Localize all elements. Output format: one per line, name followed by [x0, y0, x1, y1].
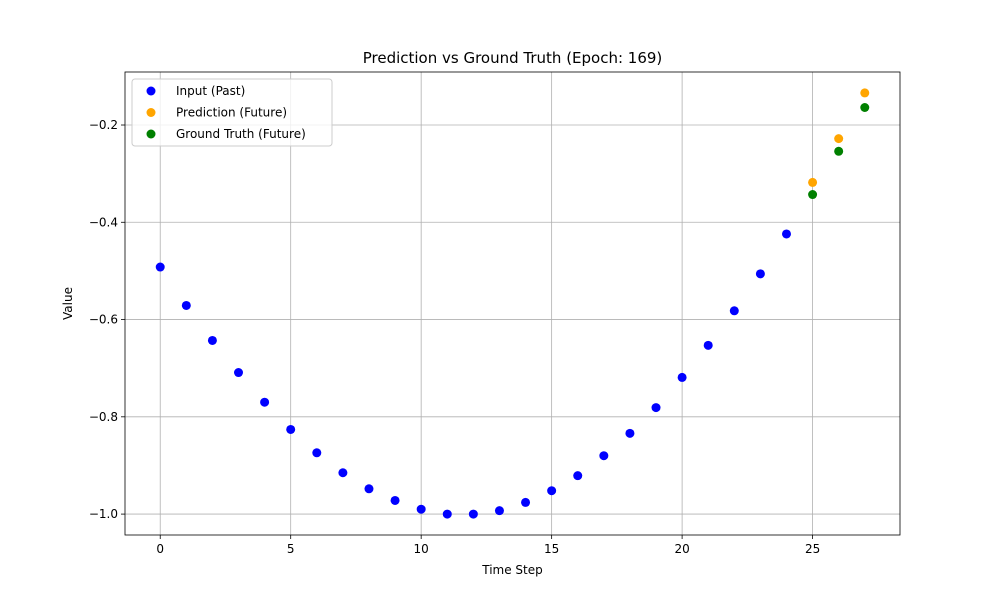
- point-input-past: [442, 509, 452, 519]
- point-input-past: [416, 504, 426, 514]
- x-tick-label: 15: [544, 542, 559, 556]
- point-input-past: [625, 428, 635, 438]
- axis-ticks: 0 5 10 15 20 25 −1.0 −0.8 −0.6 −0.4 −0.2: [89, 118, 820, 556]
- legend-label-ground-truth-future: Ground Truth (Future): [176, 127, 306, 141]
- point-input-past: [781, 229, 791, 239]
- legend-marker-prediction-future: [146, 108, 156, 117]
- x-tick-label: 10: [414, 542, 429, 556]
- legend-box: [131, 78, 333, 147]
- point-input-past: [390, 495, 400, 505]
- x-tick-label: 5: [287, 542, 295, 556]
- point-input-past: [468, 509, 478, 519]
- point-input-past: [286, 424, 296, 434]
- point-input-past: [181, 300, 191, 310]
- plot-frame: [124, 71, 901, 536]
- point-ground-truth-future: [834, 146, 844, 156]
- x-axis-label: Time Step: [481, 563, 543, 577]
- legend-marker-ground-truth-future: [146, 129, 156, 139]
- x-tick-label: 20: [674, 542, 689, 556]
- point-input-past: [547, 486, 557, 496]
- data-points: [155, 88, 870, 519]
- point-input-past: [207, 335, 217, 345]
- x-tick-label: 25: [805, 542, 820, 556]
- point-input-past: [755, 269, 765, 279]
- legend-label-input-past: Input (Past): [176, 84, 245, 98]
- legend: Input (Past) Prediction (Future) Ground Tr…: [131, 78, 333, 147]
- point-input-past: [651, 403, 661, 413]
- point-ground-truth-future: [860, 103, 870, 113]
- y-tick-label: −0.4: [89, 215, 118, 229]
- point-prediction-future: [834, 134, 844, 144]
- point-ground-truth-future: [808, 190, 818, 200]
- y-axis-label: Value: [61, 287, 75, 320]
- point-input-past: [312, 448, 322, 458]
- point-input-past: [260, 397, 270, 407]
- point-input-past: [729, 306, 739, 316]
- legend-marker-input-past: [146, 86, 156, 96]
- legend-label-prediction-future: Prediction (Future): [176, 106, 287, 120]
- y-tick-label: −1.0: [89, 507, 118, 521]
- y-tick-label: −0.2: [89, 118, 118, 132]
- point-input-past: [677, 372, 687, 382]
- point-input-past: [599, 451, 609, 461]
- point-input-past: [364, 484, 374, 494]
- x-tick-label: 0: [156, 542, 164, 556]
- point-input-past: [703, 340, 713, 350]
- chart-title: Prediction vs Ground Truth (Epoch: 169): [363, 49, 663, 67]
- point-input-past: [573, 471, 583, 481]
- point-input-past: [521, 497, 531, 507]
- y-tick-label: −0.6: [89, 313, 118, 327]
- point-input-past: [494, 506, 504, 516]
- point-input-past: [338, 468, 348, 478]
- y-tick-label: −0.8: [89, 410, 118, 424]
- point-input-past: [155, 262, 165, 272]
- point-prediction-future: [860, 88, 870, 98]
- point-input-past: [234, 368, 244, 378]
- point-prediction-future: [808, 177, 818, 187]
